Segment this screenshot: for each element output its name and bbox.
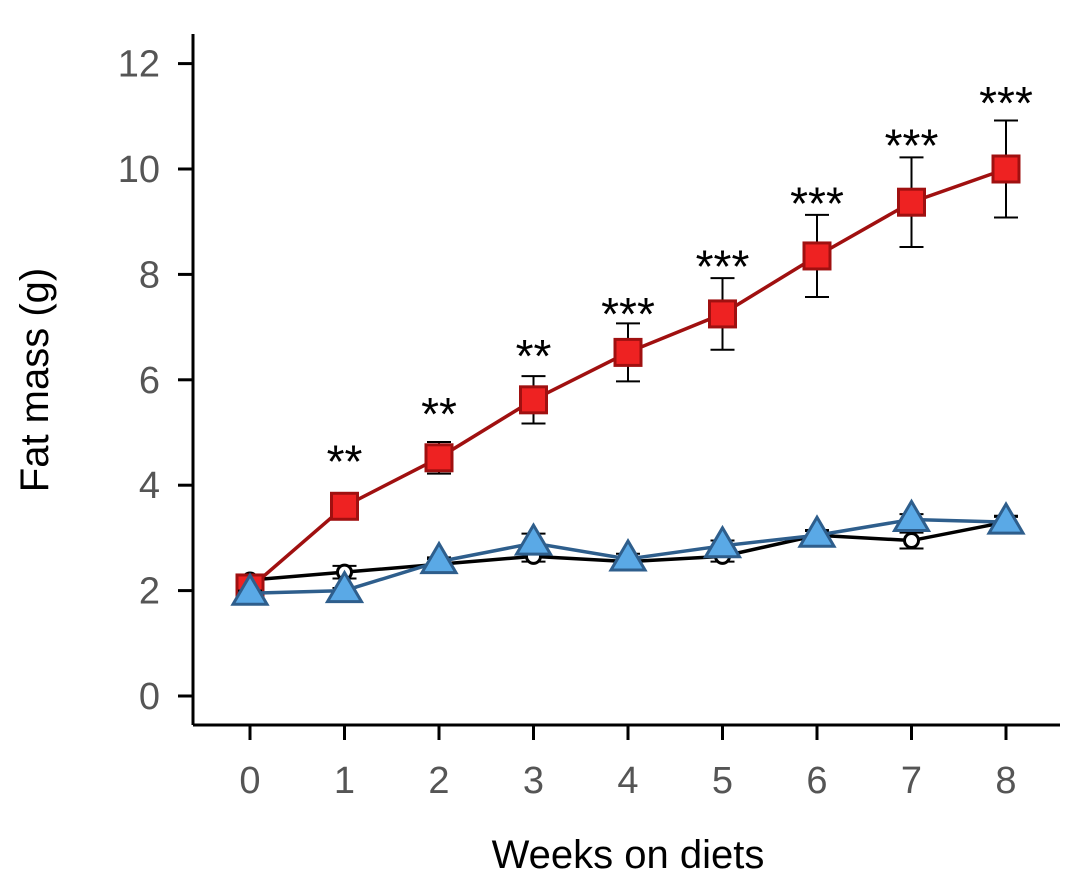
significance-annotations: ********************* [327,77,1033,487]
data-point-triangle [797,514,837,548]
series-layer [230,119,1026,606]
data-point-circle [903,532,920,550]
y-tick-label: 2 [139,571,160,613]
y-tick-label: 0 [139,676,160,718]
significance-label: *** [601,288,655,340]
y-ticks: 0 2 4 6 8 10 12 [118,44,193,718]
x-tick-label: 8 [995,760,1016,802]
data-point-triangle [702,524,743,559]
x-tick-label: 4 [617,760,638,802]
y-tick-label: 4 [139,465,160,507]
data-point-triangle [513,522,554,556]
series-square [235,119,1021,603]
x-ticks: 0 1 2 3 4 5 6 7 8 [239,725,1017,802]
data-point-triangle [986,501,1026,535]
data-point-square [802,241,832,271]
data-point-square [424,443,454,473]
y-tick-label: 8 [139,254,160,296]
y-tick-label: 10 [118,149,160,191]
data-point-triangle [419,540,459,575]
y-axis-title: Fat mass (g) [13,268,57,492]
data-point-square [897,187,926,217]
x-tick-label: 6 [806,760,827,802]
y-tick-label: 6 [139,360,160,402]
y-tick-label: 12 [118,44,160,86]
x-tick-label: 3 [523,760,544,802]
x-tick-label: 0 [239,760,260,802]
data-point-square [330,491,359,521]
significance-label: *** [979,77,1033,129]
series-triangle [230,498,1026,606]
data-point-triangle [324,569,365,604]
significance-label: ** [516,330,552,382]
data-point-square [708,299,737,329]
x-tick-label: 5 [712,760,733,802]
significance-label: ** [421,388,457,440]
data-point-triangle [891,498,932,532]
data-point-square [519,385,548,415]
x-tick-label: 7 [901,760,922,802]
significance-label: *** [696,241,750,293]
x-tick-label: 2 [428,760,449,802]
significance-label: *** [885,119,939,171]
significance-label: *** [790,177,844,229]
data-point-triangle [608,538,648,572]
significance-label: ** [327,436,363,488]
data-point-triangle [230,572,270,606]
x-axis-title: Weeks on diets [492,833,765,877]
data-point-square [991,154,1021,184]
data-point-square [613,337,643,367]
x-tick-label: 1 [334,760,355,802]
